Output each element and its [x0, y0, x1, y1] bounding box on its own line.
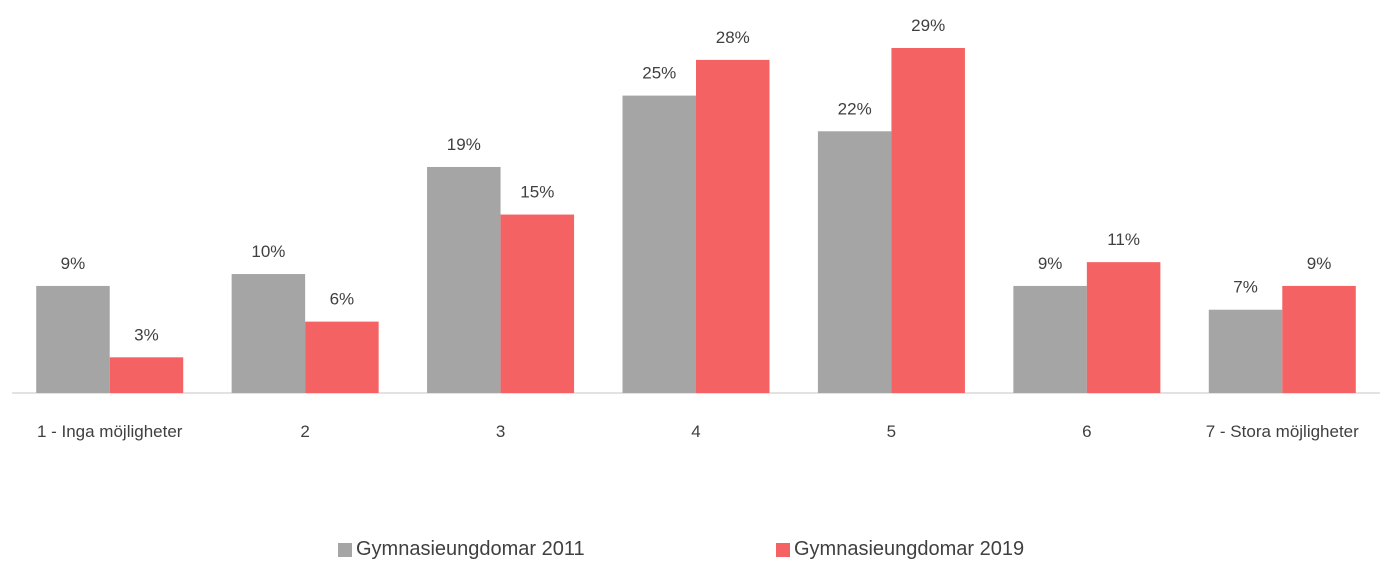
bar: [817, 131, 892, 393]
legend-swatch: [338, 542, 352, 557]
bar: [891, 48, 965, 393]
legend-item: Gymnasieungdomar 2011: [338, 538, 585, 561]
data-label: 9%: [61, 254, 86, 273]
data-label: 9%: [1307, 254, 1332, 273]
bar: [36, 285, 110, 393]
x-tick-label: 3: [495, 422, 506, 441]
legend-label: Gymnasieungdomar 2011: [356, 538, 585, 560]
data-label: 3%: [134, 325, 159, 344]
x-tick-label: 2: [300, 422, 310, 441]
legend-swatch: [776, 542, 790, 557]
data-label: 10%: [251, 242, 285, 261]
data-label: 11%: [1107, 230, 1140, 249]
x-tick-label: 4: [691, 422, 701, 441]
bar: [1013, 285, 1087, 393]
x-tick-label: 5: [886, 422, 897, 441]
bar: [622, 95, 696, 393]
data-label: 9%: [1038, 254, 1063, 273]
bar: [231, 274, 306, 393]
bar: [427, 166, 501, 393]
bar: [500, 214, 575, 393]
data-label: 28%: [716, 28, 750, 47]
bar: [305, 321, 379, 393]
data-label: 15%: [520, 183, 554, 202]
data-label: 7%: [1233, 278, 1258, 297]
legend-item: Gymnasieungdomar 2019: [776, 538, 1024, 561]
bar: [109, 357, 184, 393]
x-tick-label: 7 - Stora möjligheter: [1205, 422, 1359, 441]
data-label: 19%: [447, 135, 481, 154]
bar: [696, 59, 770, 394]
bar: [1208, 309, 1283, 393]
bar: [1282, 285, 1356, 393]
x-tick-label: 1 - Inga möjligheter: [36, 422, 183, 441]
data-label: 29%: [911, 16, 945, 35]
data-label: 6%: [330, 290, 355, 309]
legend-label: Gymnasieungdomar 2019: [794, 538, 1025, 560]
x-tick-label: 6: [1082, 422, 1092, 441]
bar: [1086, 262, 1161, 393]
data-label: 25%: [642, 64, 676, 83]
data-label: 22%: [838, 99, 872, 118]
